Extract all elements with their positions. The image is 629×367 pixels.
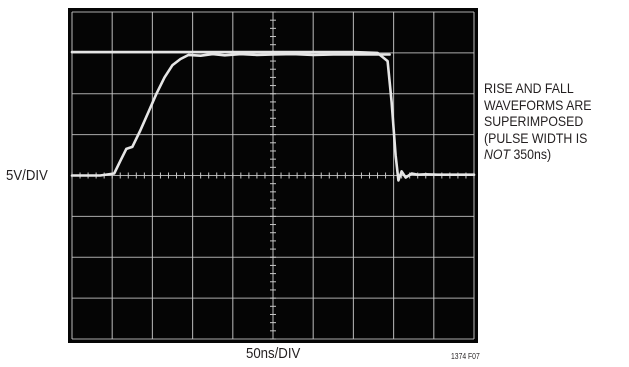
annotation-note: RISE AND FALL WAVEFORMS ARE SUPERIMPOSED… bbox=[484, 80, 591, 163]
x-axis-label: 50ns/DIV bbox=[246, 345, 301, 362]
waveform-trace-2 bbox=[70, 50, 476, 182]
annotation-line-3: SUPERIMPOSED bbox=[484, 113, 584, 129]
annotation-line-2: WAVEFORMS ARE bbox=[484, 96, 592, 113]
annotation-line-1: RISE AND FALL bbox=[484, 80, 574, 96]
annotation-line-5: NOT 350ns) bbox=[484, 146, 591, 163]
annotation-italic-word: NOT bbox=[484, 146, 511, 162]
waveform-trace-1 bbox=[70, 52, 391, 177]
oscilloscope-screen bbox=[68, 8, 478, 343]
y-axis-label: 5V/DIV bbox=[6, 167, 48, 184]
figure-number: 1374 F07 bbox=[451, 352, 480, 361]
annotation-line-4: (PULSE WIDTH IS bbox=[484, 129, 588, 146]
annotation-line-5-rest: 350ns) bbox=[510, 146, 552, 162]
